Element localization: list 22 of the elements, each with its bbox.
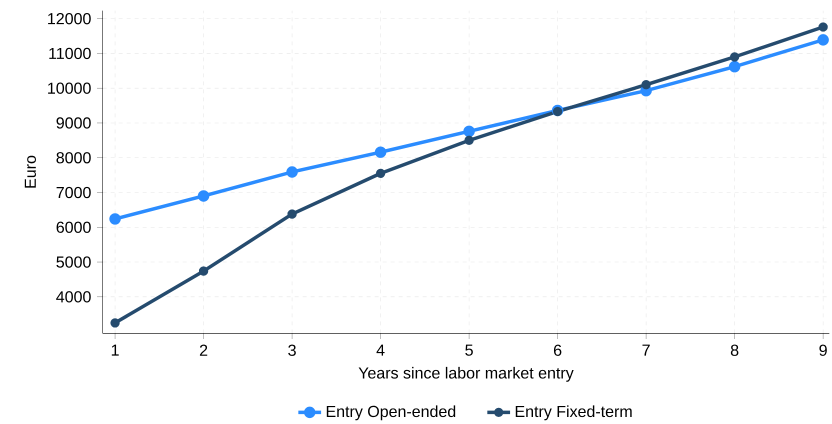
y-tick-label: 7000 <box>56 186 91 198</box>
y-tick-label: 12000 <box>48 13 91 24</box>
x-tick-label: 5 <box>465 344 473 356</box>
x-tick-label: 3 <box>288 344 296 356</box>
y-tick-label: 11000 <box>49 48 91 60</box>
x-tick-label: 8 <box>730 344 738 356</box>
y-tick-label: 4000 <box>56 291 91 302</box>
x-tick-label: 9 <box>819 344 827 356</box>
y-tick-label: 10000 <box>48 82 91 94</box>
legend-label: Entry Fixed-term <box>516 405 632 420</box>
y-tick-label: 9000 <box>56 117 91 129</box>
y-tick-label: 6000 <box>56 222 91 233</box>
x-tick-label: 2 <box>200 344 208 356</box>
x-tick-label: 7 <box>642 344 650 356</box>
x-axis-title: Years since labor market entry <box>358 366 574 382</box>
y-axis-title: Euro <box>24 156 36 188</box>
legend-label: Entry Open-ended <box>326 405 456 420</box>
y-tick-label: 5000 <box>56 256 91 268</box>
x-tick-label: 4 <box>376 344 385 356</box>
x-tick-label: 1 <box>112 344 119 356</box>
x-tick-label: 6 <box>554 344 562 356</box>
y-tick-label: 8000 <box>56 152 91 164</box>
